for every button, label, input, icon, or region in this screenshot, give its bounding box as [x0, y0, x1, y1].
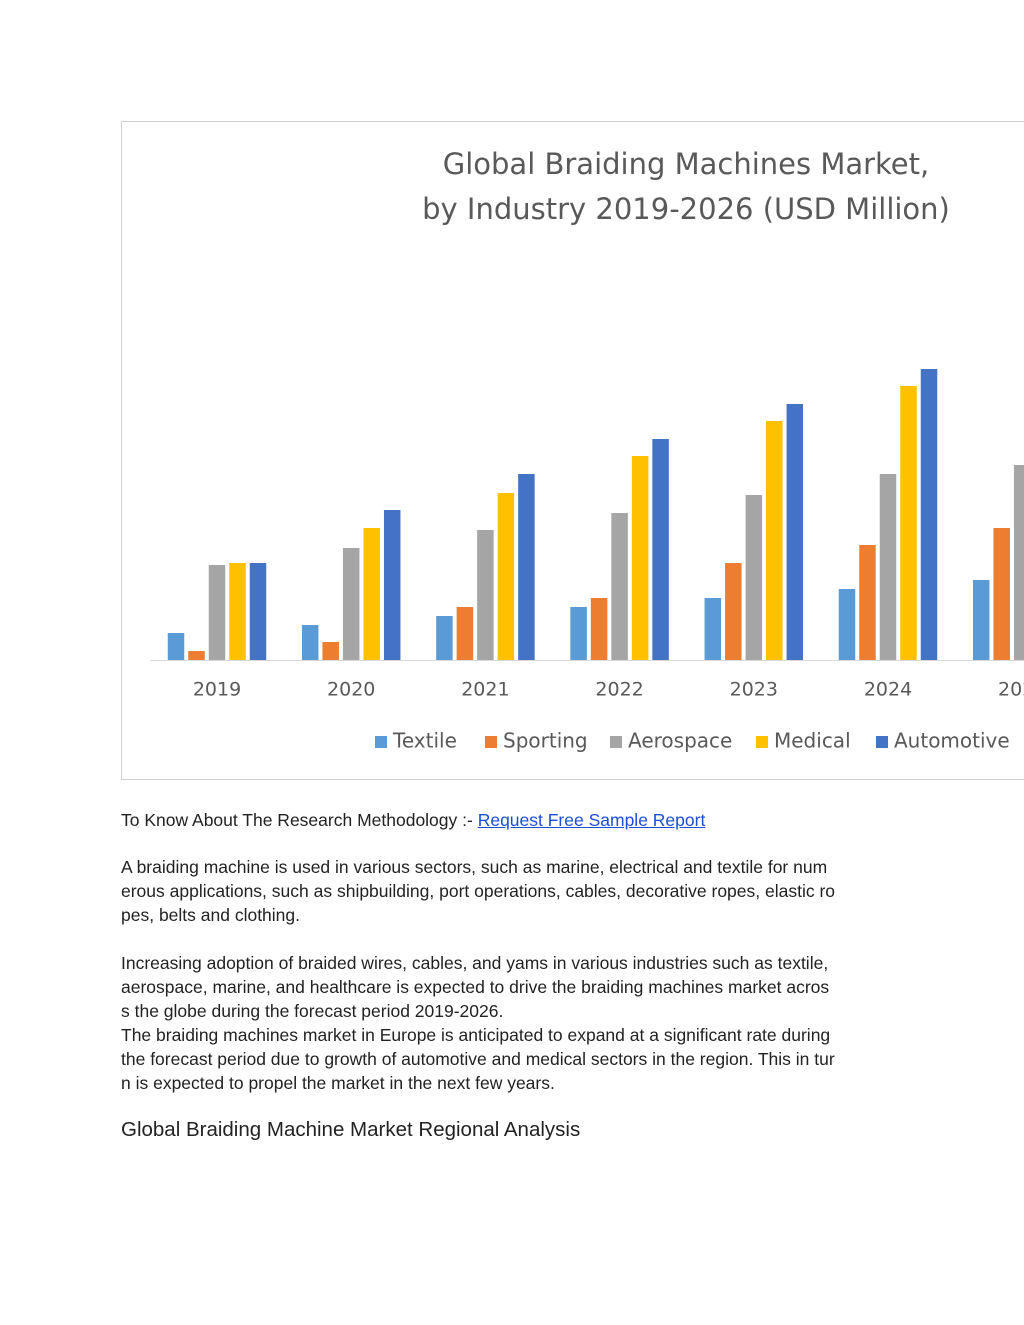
bar — [436, 616, 453, 660]
x-tick-label: 2025 — [998, 679, 1024, 701]
bar — [993, 528, 1010, 660]
chart: Global Braiding Machines Market, by Indu… — [121, 121, 1024, 780]
chart-frame — [121, 121, 1024, 780]
x-tick-label: 2020 — [327, 679, 375, 701]
bar — [456, 607, 474, 660]
bar — [766, 421, 783, 660]
bar — [972, 580, 990, 660]
bar — [208, 565, 226, 660]
legend-swatch — [876, 736, 888, 748]
x-tick-label: 2021 — [461, 679, 509, 701]
legend-swatch — [375, 736, 387, 748]
methodology-line: To Know About The Research Methodology :… — [121, 808, 705, 832]
x-tick-label: 2024 — [864, 679, 912, 701]
bar — [301, 625, 319, 660]
bar — [786, 404, 804, 660]
bar — [497, 493, 515, 660]
text-line: erous applications, such as shipbuilding… — [121, 881, 836, 901]
bar — [725, 563, 742, 660]
bar — [900, 386, 917, 660]
chart-title: Global Braiding Machines Market, — [443, 147, 929, 181]
bar — [188, 651, 205, 660]
bar — [838, 589, 856, 660]
bar — [704, 598, 722, 660]
x-tick-label: 2023 — [730, 679, 778, 701]
bar — [570, 607, 587, 660]
chart-title: by Industry 2019-2026 (USD Million) — [422, 192, 950, 226]
legend-label: Textile — [392, 729, 457, 753]
legend-swatch — [610, 736, 622, 748]
text-line: The braiding machines market in Europe i… — [121, 1025, 831, 1045]
bar — [229, 563, 246, 660]
bar — [383, 510, 401, 660]
bar — [1013, 465, 1024, 660]
legend-label: Sporting — [503, 729, 588, 753]
bar — [859, 545, 876, 660]
methodology-text: To Know About The Research Methodology :… — [121, 810, 478, 830]
sample-link[interactable]: Request Free Sample Report — [477, 810, 706, 830]
text-line: n is expected to propel the market in th… — [121, 1073, 555, 1093]
bar — [879, 474, 897, 660]
text-line: A braiding machine is used in various se… — [121, 857, 828, 877]
text-line: s the globe during the forecast period 2… — [121, 1001, 504, 1021]
legend-label: Automotive — [894, 729, 1010, 753]
bar — [249, 563, 267, 660]
section-heading: Global Braiding Machine Market Regional … — [121, 1118, 581, 1141]
bar — [477, 530, 494, 660]
legend-swatch — [756, 736, 768, 748]
text-line: Increasing adoption of braided wires, ca… — [121, 953, 829, 973]
bar — [590, 598, 608, 660]
legend-label: Medical — [774, 729, 851, 753]
bar — [920, 369, 938, 660]
legend-swatch — [485, 736, 497, 748]
bar — [167, 633, 185, 660]
bar — [745, 495, 763, 660]
bar — [611, 513, 628, 660]
text-line: the forecast period due to growth of aut… — [121, 1049, 835, 1069]
legend-label: Aerospace — [628, 729, 732, 753]
text-line: aerospace, marine, and healthcare is exp… — [121, 977, 830, 997]
text-line: pes, belts and clothing. — [121, 905, 301, 925]
bar — [322, 642, 339, 660]
bar — [652, 439, 669, 660]
bar — [363, 528, 380, 660]
bar — [342, 548, 360, 660]
bar — [518, 474, 535, 660]
x-tick-label: 2019 — [193, 679, 241, 701]
bar — [631, 456, 649, 660]
x-tick-label: 2022 — [595, 679, 643, 701]
